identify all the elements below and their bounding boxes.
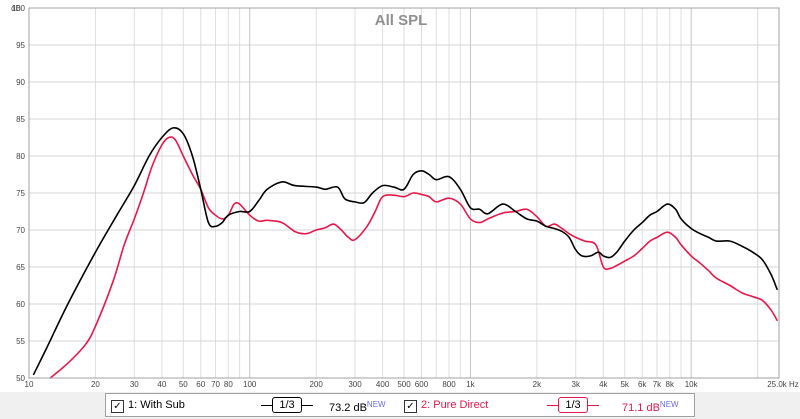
x-tick-label: 40 [157,380,166,389]
series-1-new-badge: NEW [366,400,386,409]
series-2-new-badge: NEW [659,400,679,409]
series-1-smoothing-value: 1/3 [272,397,302,413]
x-tick-label: 500 [397,380,411,389]
series-1-spl: 73.2 dBNEW [329,398,386,415]
y-tick-label: 75 [16,189,25,198]
series-2-line [49,136,778,379]
x-tick-label: 30 [130,380,139,389]
x-tick-label: 10k [685,380,699,389]
y-tick-label: 55 [16,337,25,346]
series-2-label: 2: Pure Direct [421,399,489,411]
x-tick-label: 2k [533,380,542,389]
x-tick-label: 80 [224,380,233,389]
series-2-smoothing-value: 1/3 [558,397,588,413]
x-tick-label: 300 [348,380,362,389]
x-tick-label: 1k [466,380,475,389]
series-1-checkbox[interactable]: ✓ [111,400,124,413]
x-tick-label: 8k [666,380,675,389]
x-tick-label: 3k [572,380,581,389]
x-tick-label: 600 [415,380,429,389]
x-tick-label: 6k [638,380,647,389]
x-tick-label: 20 [91,380,100,389]
series-1-spl-value: 73.2 dB [329,402,367,414]
y-tick-label: 50 [16,374,25,383]
plot-frame [28,7,780,379]
y-tick-label: 100 [12,4,26,13]
series-2-smoothing[interactable]: 1/3 [547,396,599,414]
series-1-smoothing[interactable]: 1/3 [261,396,313,414]
chart-title: All SPL [375,12,428,29]
x-tick-label: 200 [309,380,323,389]
x-tick-label: 25.0k Hz [767,380,799,389]
x-tick-label: 7k [653,380,662,389]
x-tick-label: 50 [179,380,188,389]
y-tick-label: 85 [16,115,25,124]
y-tick-label: 70 [16,226,25,235]
y-unit-label: dB [11,4,21,13]
grid [28,7,779,379]
series-1-line [32,126,778,376]
x-tick-label: 5k [620,380,629,389]
x-tick-label: 100 [243,380,257,389]
series-1-label: 1: With Sub [128,399,185,411]
series-2-checkbox[interactable]: ✓ [404,400,417,413]
y-tick-label: 65 [16,263,25,272]
legend-bar: ✓ 1: With Sub 1/3 73.2 dBNEW ✓ 2: Pure D… [105,393,695,417]
x-tick-label: 400 [376,380,390,389]
x-tick-labels: 10 20 30 40 50 60 70 80 100 200 300 400 500 600 800 1k 2… [25,380,799,389]
series-group [32,126,778,379]
x-tick-label: 10 [25,380,34,389]
y-tick-label: 80 [16,152,25,161]
series-2-spl: 71.1 dBNEW [622,398,679,415]
y-tick-labels: 50 55 60 65 70 75 80 85 90 95 100 [12,4,26,383]
x-tick-label: 60 [196,380,205,389]
series-2-spl-value: 71.1 dB [622,402,660,414]
y-tick-label: 90 [16,78,25,87]
x-tick-label: 70 [211,380,220,389]
y-tick-label: 95 [16,41,25,50]
x-tick-label: 4k [599,380,608,389]
y-tick-label: 60 [16,300,25,309]
x-tick-label: 800 [442,380,456,389]
spl-chart: 50 55 60 65 70 75 80 85 90 95 100 10 20 30 40 50 60 70 80… [0,0,800,392]
